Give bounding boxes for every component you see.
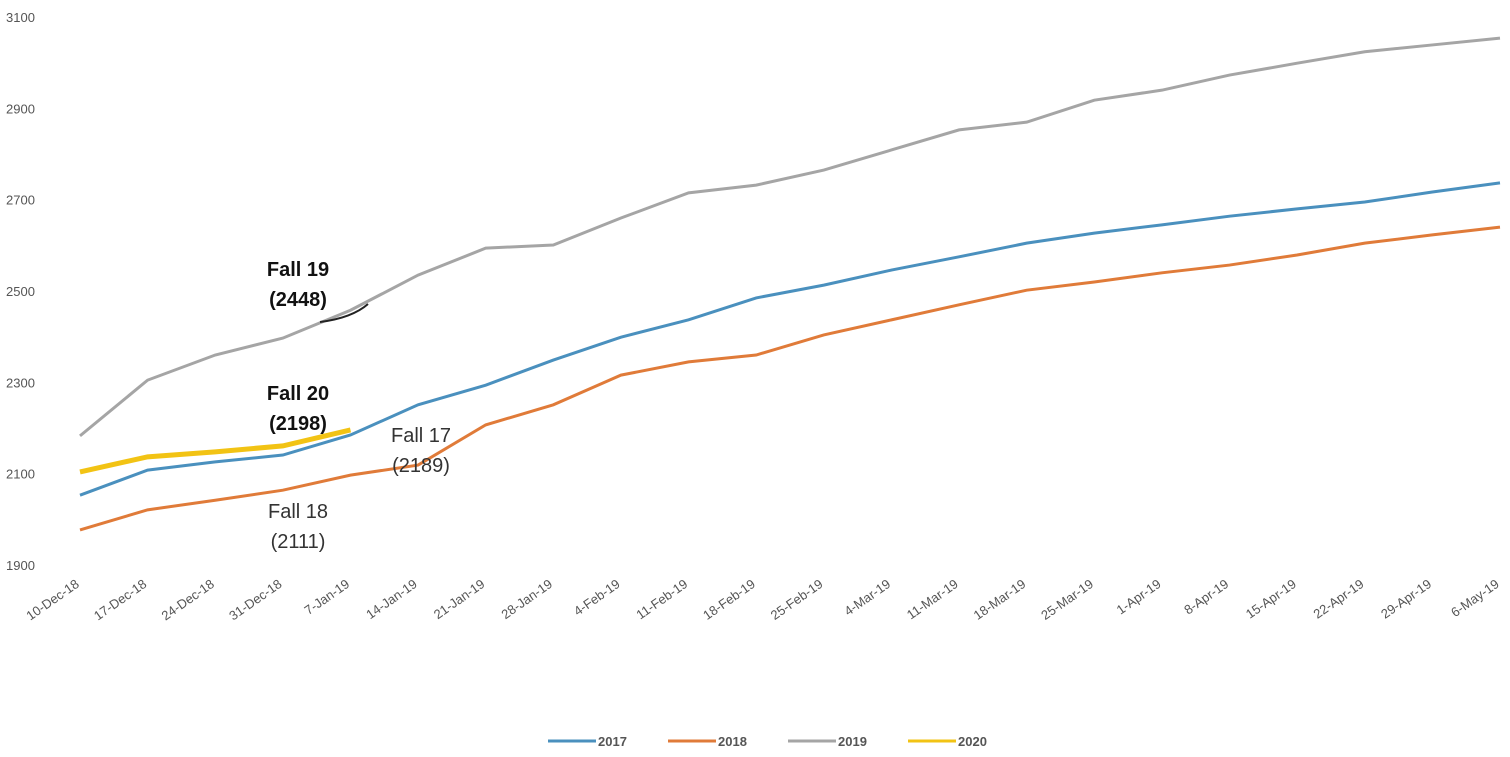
y-tick-label: 2100 xyxy=(6,467,35,482)
y-tick-label: 2900 xyxy=(6,101,35,116)
x-tick-label: 11-Mar-19 xyxy=(904,576,961,622)
annotation: (2189) xyxy=(392,455,450,477)
x-tick-label: 22-Apr-19 xyxy=(1311,576,1367,621)
x-tick-label: 6-May-19 xyxy=(1448,576,1502,620)
pointer xyxy=(319,303,369,323)
x-tick-label: 18-Mar-19 xyxy=(971,576,1029,623)
x-tick-label: 4-Mar-19 xyxy=(841,576,893,619)
x-tick-label: 28-Jan-19 xyxy=(498,576,555,622)
annotation: Fall 19 xyxy=(267,259,329,281)
x-tick-label: 21-Jan-19 xyxy=(431,576,488,622)
series-line xyxy=(79,36,1501,438)
x-tick-label: 17-Dec-18 xyxy=(91,576,149,623)
annotation: Fall 20 xyxy=(267,383,329,405)
series-line xyxy=(79,427,352,475)
x-tick-label: 25-Mar-19 xyxy=(1038,576,1096,623)
series-line xyxy=(79,225,1501,532)
x-tick-label: 31-Dec-18 xyxy=(226,576,284,623)
x-tick-label: 7-Jan-19 xyxy=(302,576,353,618)
annotation: (2111) xyxy=(271,531,326,553)
legend-label: 2017 xyxy=(598,734,627,749)
x-tick-label: 29-Apr-19 xyxy=(1378,576,1434,621)
x-tick-label: 4-Feb-19 xyxy=(571,576,623,619)
legend-label: 2020 xyxy=(958,734,987,749)
legend-label: 2018 xyxy=(718,734,747,749)
y-tick-label: 2300 xyxy=(6,375,35,390)
x-tick-label: 25-Feb-19 xyxy=(768,576,826,623)
y-tick-label: 2500 xyxy=(6,284,35,299)
annotation: (2198) xyxy=(269,413,327,435)
x-tick-label: 15-Apr-19 xyxy=(1243,576,1299,621)
legend-label: 2019 xyxy=(838,734,867,749)
x-tick-label: 18-Feb-19 xyxy=(700,576,758,623)
x-tick-label: 10-Dec-18 xyxy=(23,576,81,623)
annotation: Fall 18 xyxy=(268,501,328,523)
x-tick-label: 8-Apr-19 xyxy=(1181,576,1231,617)
annotation: Fall 17 xyxy=(391,425,451,447)
y-tick-label: 1900 xyxy=(6,558,35,573)
series-line xyxy=(79,181,1501,497)
x-tick-label: 14-Jan-19 xyxy=(363,576,420,622)
x-tick-label: 11-Feb-19 xyxy=(633,576,690,622)
plot: 1900 2100 2300 2500 2700 2900 3100 10-Dec-18 17-… xyxy=(6,10,1502,749)
x-tick-label: 1-Apr-19 xyxy=(1114,576,1164,617)
x-tick-label: 24-Dec-18 xyxy=(159,576,217,623)
y-tick-label: 2700 xyxy=(6,193,35,208)
annotation: (2448) xyxy=(269,289,327,311)
y-tick-label: 3100 xyxy=(6,10,35,25)
